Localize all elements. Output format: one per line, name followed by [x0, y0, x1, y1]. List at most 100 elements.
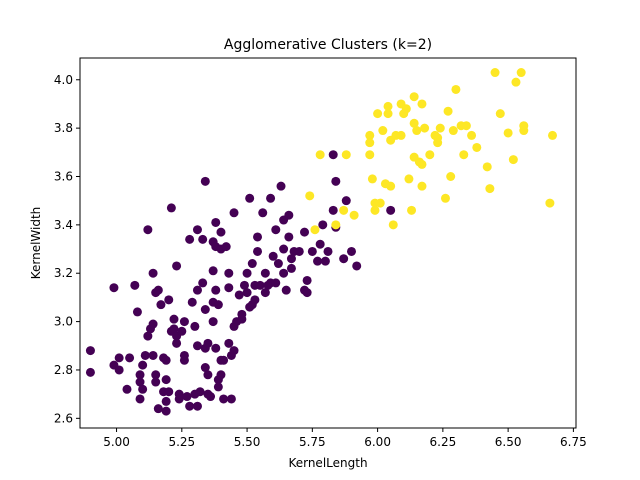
data-point-cluster-0 [208, 266, 218, 276]
data-point-cluster-0 [260, 268, 270, 278]
data-point-cluster-0 [216, 370, 226, 380]
data-point-cluster-0 [279, 244, 289, 254]
data-point-cluster-0 [221, 242, 231, 252]
data-point-cluster-0 [151, 370, 161, 380]
data-point-cluster-0 [216, 227, 226, 237]
x-tick-label: 5.00 [103, 435, 130, 449]
data-point-cluster-1 [467, 130, 477, 140]
data-point-cluster-1 [305, 191, 315, 201]
data-point-cluster-0 [200, 176, 210, 186]
data-point-cluster-0 [85, 367, 95, 377]
data-point-cluster-0 [179, 317, 189, 327]
data-point-cluster-0 [328, 150, 338, 160]
data-point-cluster-1 [516, 68, 526, 78]
data-point-cluster-0 [174, 394, 184, 404]
data-point-cluster-0 [198, 278, 208, 288]
data-point-cluster-0 [313, 256, 323, 266]
x-tick-label: 6.25 [430, 435, 457, 449]
data-point-cluster-0 [206, 392, 216, 402]
data-point-cluster-0 [172, 261, 182, 271]
data-point-cluster-1 [365, 150, 375, 160]
x-tick-label: 6.50 [495, 435, 522, 449]
data-point-cluster-0 [268, 251, 278, 261]
data-point-cluster-1 [401, 104, 411, 114]
data-point-cluster-0 [130, 280, 140, 290]
y-tick-label: 3.6 [54, 169, 73, 183]
data-point-cluster-0 [132, 307, 142, 317]
data-point-cluster-1 [503, 128, 513, 138]
data-point-cluster-1 [461, 121, 471, 131]
data-point-cluster-0 [226, 394, 236, 404]
data-point-cluster-1 [365, 138, 375, 148]
data-point-cluster-0 [284, 232, 294, 242]
data-point-cluster-0 [242, 288, 252, 298]
data-point-cluster-1 [404, 174, 414, 184]
data-point-cluster-0 [114, 353, 124, 363]
data-point-cluster-1 [409, 118, 419, 128]
data-point-cluster-1 [383, 101, 393, 111]
data-point-cluster-0 [198, 234, 208, 244]
data-point-cluster-0 [224, 283, 234, 293]
data-point-cluster-1 [545, 198, 555, 208]
data-point-cluster-0 [315, 239, 325, 249]
data-point-cluster-0 [286, 254, 296, 264]
data-point-cluster-0 [192, 401, 202, 411]
data-point-cluster-0 [229, 346, 239, 356]
data-point-cluster-1 [412, 126, 422, 136]
data-point-cluster-0 [190, 321, 200, 331]
data-point-cluster-1 [508, 155, 518, 165]
data-point-cluster-1 [339, 205, 349, 215]
data-point-cluster-1 [331, 220, 341, 230]
data-point-cluster-0 [161, 375, 171, 385]
data-point-cluster-0 [156, 300, 166, 310]
data-point-cluster-0 [247, 259, 257, 269]
data-point-cluster-0 [237, 314, 247, 324]
data-point-cluster-0 [148, 268, 158, 278]
x-axis-label: KernelLength [288, 456, 367, 470]
x-tick-label: 6.75 [560, 435, 587, 449]
data-point-cluster-0 [224, 268, 234, 278]
data-point-cluster-0 [187, 297, 197, 307]
data-point-cluster-1 [511, 77, 521, 87]
data-point-cluster-0 [169, 324, 179, 334]
y-tick-label: 2.6 [54, 411, 73, 425]
plot-frame [79, 57, 577, 429]
data-point-cluster-0 [242, 268, 252, 278]
data-point-cluster-0 [281, 285, 291, 295]
data-point-cluster-0 [135, 370, 145, 380]
data-point-cluster-1 [451, 84, 461, 94]
data-point-cluster-0 [125, 353, 135, 363]
data-point-cluster-0 [352, 261, 362, 271]
data-point-cluster-0 [245, 193, 255, 203]
data-point-cluster-0 [169, 314, 179, 324]
data-point-cluster-0 [211, 343, 221, 353]
data-point-cluster-0 [192, 285, 202, 295]
data-point-cluster-0 [279, 268, 289, 278]
data-point-cluster-0 [300, 227, 310, 237]
data-point-cluster-0 [166, 203, 176, 213]
data-point-cluster-0 [339, 254, 349, 264]
data-point-cluster-1 [485, 184, 495, 194]
data-point-cluster-1 [420, 123, 430, 133]
data-point-cluster-0 [148, 319, 158, 329]
data-point-cluster-0 [182, 392, 192, 402]
data-point-cluster-0 [161, 396, 171, 406]
data-point-cluster-0 [213, 382, 223, 392]
data-point-cluster-0 [143, 331, 153, 341]
x-tick-label: 6.00 [364, 435, 391, 449]
data-point-cluster-0 [260, 288, 270, 298]
data-point-cluster-0 [250, 295, 260, 305]
data-point-cluster-1 [417, 181, 427, 191]
data-point-cluster-1 [417, 99, 427, 109]
data-point-cluster-0 [211, 217, 221, 227]
data-point-cluster-0 [307, 246, 317, 256]
y-tick-label: 3.2 [54, 266, 73, 280]
data-point-cluster-0 [386, 205, 396, 215]
data-point-cluster-1 [349, 210, 359, 220]
data-point-cluster-1 [495, 109, 505, 119]
data-point-cluster-0 [148, 350, 158, 360]
data-point-cluster-1 [482, 162, 492, 172]
data-point-cluster-1 [386, 181, 396, 191]
data-point-cluster-0 [302, 288, 312, 298]
